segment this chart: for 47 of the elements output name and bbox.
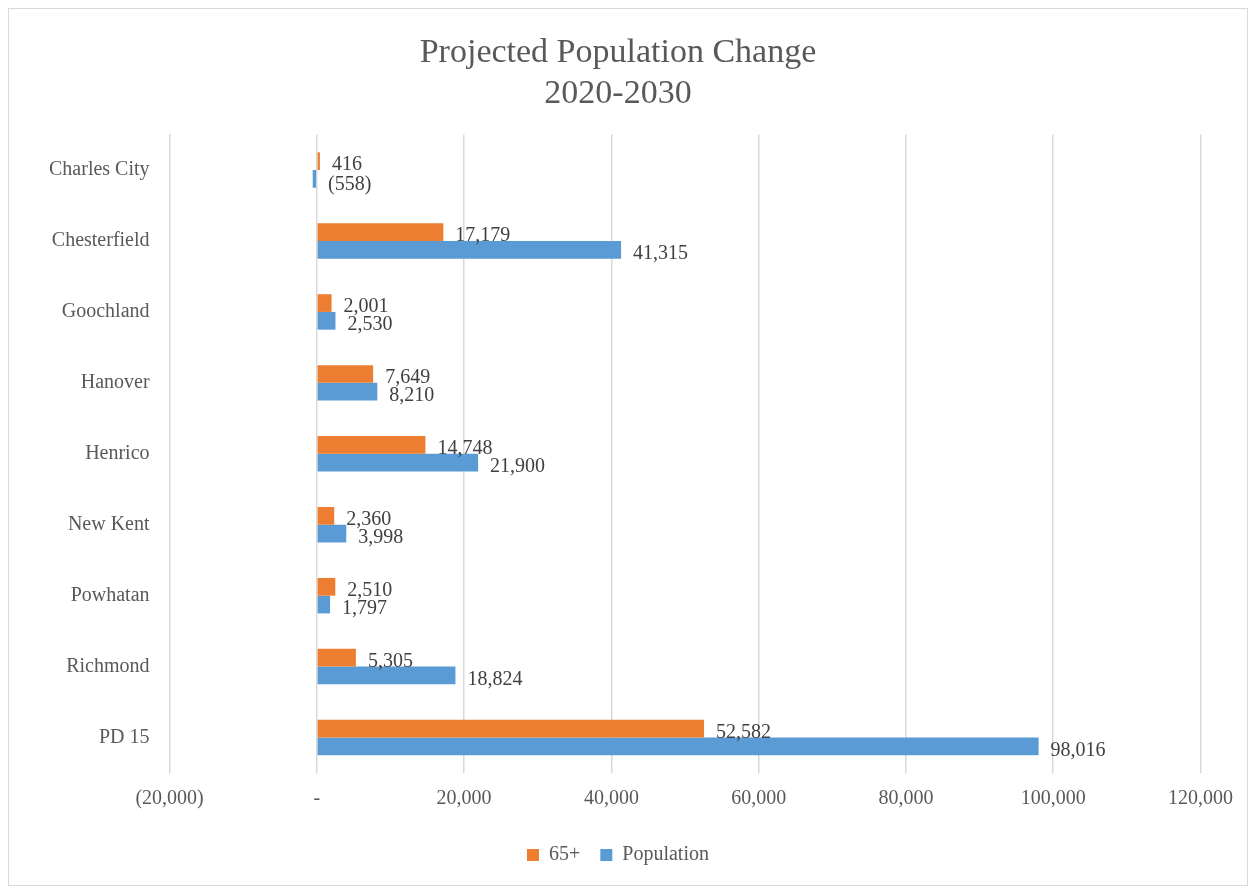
legend-label: 65+ [549,842,581,865]
y-tick-label: New Kent [67,511,150,534]
x-tick-label: 60,000 [731,786,787,809]
data-label: 416 [331,152,362,175]
data-label: 2,510 [347,578,393,601]
data-label: 21,900 [490,453,546,476]
x-tick-label: 100,000 [1020,786,1086,809]
bar [317,311,336,330]
x-tick-label: 120,000 [1168,786,1233,809]
y-tick-label: PD 15 [98,724,150,747]
y-tick-label: Richmond [66,653,150,676]
data-label: 52,582 [716,719,772,742]
bar [317,648,356,667]
data-label: 41,315 [633,241,689,264]
x-tick-label: 80,000 [878,786,934,809]
bar [317,436,426,454]
chart-title: Projected Population Change 2020-2030 [419,32,817,111]
x-tick-label: 40,000 [583,786,639,809]
data-label: 2,001 [343,294,389,317]
y-tick-label: Goochland [61,299,150,322]
bar [312,170,317,188]
bar [317,382,378,401]
legend-label: Population [622,842,709,866]
x-tick-label: 20,000 [436,786,492,809]
y-tick-label: Charles City [49,157,150,181]
data-label: 98,016 [1050,737,1106,760]
y-tick-label: Powhatan [70,582,150,605]
bar [317,577,336,596]
y-tick-label: Henrico [85,441,150,464]
bar [317,294,332,312]
data-label: 17,179 [455,223,511,246]
bar [317,223,444,241]
x-tick-label: (20,000) [135,786,204,810]
data-label: 18,824 [467,666,523,689]
y-tick-label: Hanover [80,370,150,393]
bar [317,365,374,383]
bar [317,719,705,738]
data-label: 5,305 [367,648,413,671]
bar [317,595,331,614]
data-label: (558) [328,172,372,196]
bar [317,524,347,543]
y-tick-label: Chesterfield [51,228,150,251]
bar [317,507,335,525]
data-label: 14,748 [437,436,493,459]
x-tick-label: - [313,786,321,809]
data-label: 7,649 [385,365,431,388]
data-label: 2,360 [346,507,392,530]
